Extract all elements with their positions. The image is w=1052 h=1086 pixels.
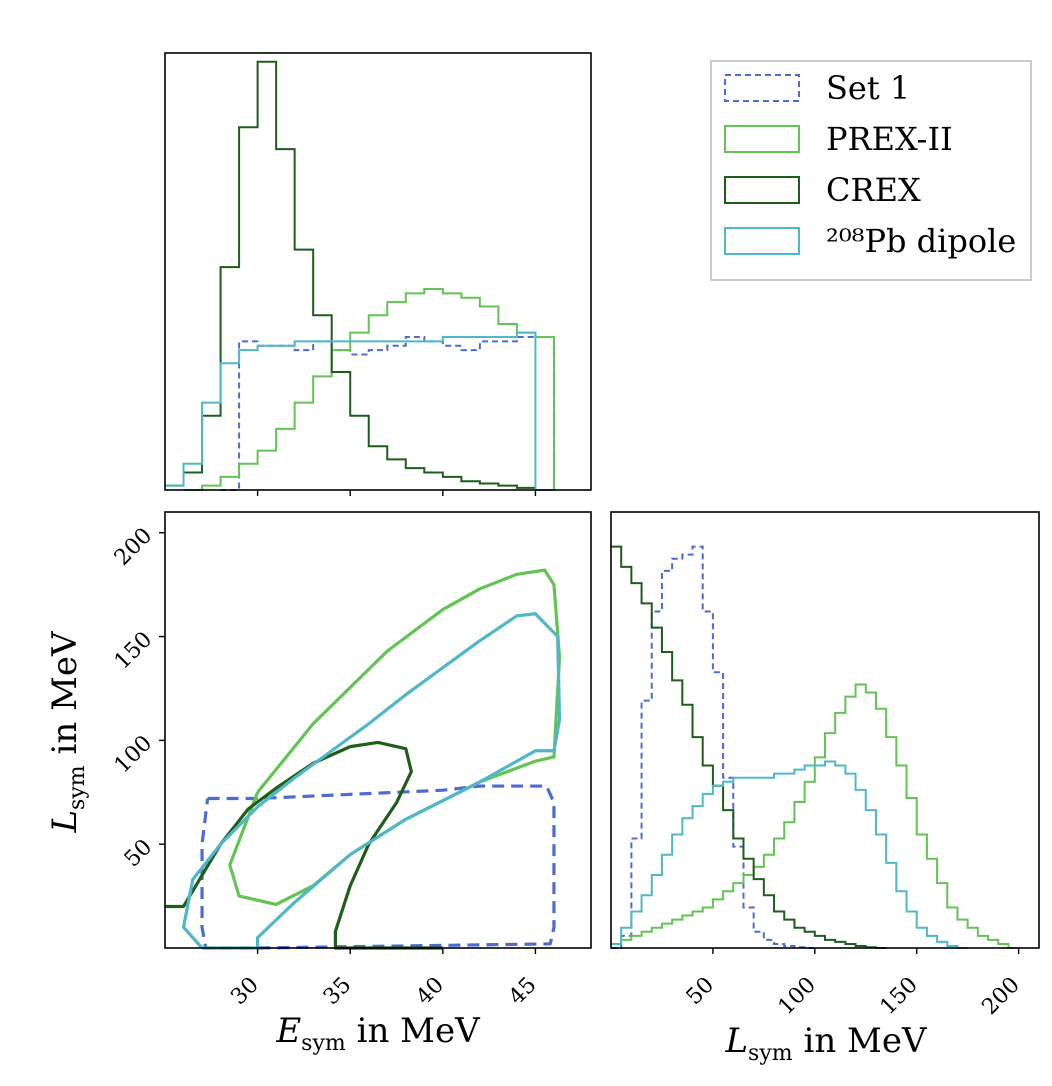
top-hist-prex-ii: [183, 287, 555, 491]
legend-swatch-pb-dipole: [724, 227, 800, 255]
right-xtick-label-200: 200: [977, 973, 1024, 1020]
legend-label-pb-dipole: ²⁰⁸Pb dipole: [826, 222, 1016, 260]
legend-frame: [710, 60, 1032, 281]
right-xtick-label-150: 150: [876, 973, 923, 1020]
right-xlabel: Lsym in MeV: [724, 1021, 927, 1066]
contour-crex: [165, 740, 443, 950]
right-hist-prex-ii: [611, 683, 1019, 949]
legend-label-set-1: Set 1: [826, 69, 910, 107]
main-xtick-label-45: 45: [504, 973, 541, 1010]
right-xtick-label-50: 50: [682, 973, 719, 1010]
top-hist-set-1: [220, 336, 555, 491]
right-xtick-label-100: 100: [774, 973, 821, 1020]
legend-label-crex: CREX: [826, 171, 921, 209]
top-hist-208pb-dipole: [165, 331, 554, 491]
main-ytick-label-200: 200: [110, 523, 157, 570]
main-ytick-label-50: 50: [120, 835, 157, 872]
legend: Set 1 PREX-II CREX ²⁰⁸Pb dipole: [710, 60, 1032, 281]
main-xtick-label-40: 40: [412, 973, 449, 1010]
contour-208pb-dipole: [181, 612, 562, 950]
legend-swatch-prex-ii: [724, 125, 800, 153]
legend-label-prex-ii: PREX-II: [826, 120, 953, 158]
main-xtick-label-30: 30: [226, 973, 263, 1010]
top-panel-frame: [164, 52, 592, 491]
right-hist-208pb-dipole: [611, 760, 968, 949]
legend-swatch-crex: [724, 176, 800, 204]
main-xtick-label-35: 35: [319, 973, 356, 1010]
main-xlabel: Esym in MeV: [275, 1011, 481, 1056]
right-hist-crex: [611, 545, 887, 949]
right-hist-set-1: [611, 545, 815, 949]
main-ylabel: Lsym in MeV: [45, 630, 90, 833]
contour-set-1: [200, 784, 556, 950]
right-panel-frame: [610, 511, 1040, 949]
contour-prex-ii: [228, 568, 562, 906]
main-ytick-label-100: 100: [110, 731, 157, 778]
main-panel-frame: [164, 511, 592, 949]
main-ytick-label-150: 150: [110, 627, 157, 674]
top-hist-crex: [165, 60, 554, 491]
